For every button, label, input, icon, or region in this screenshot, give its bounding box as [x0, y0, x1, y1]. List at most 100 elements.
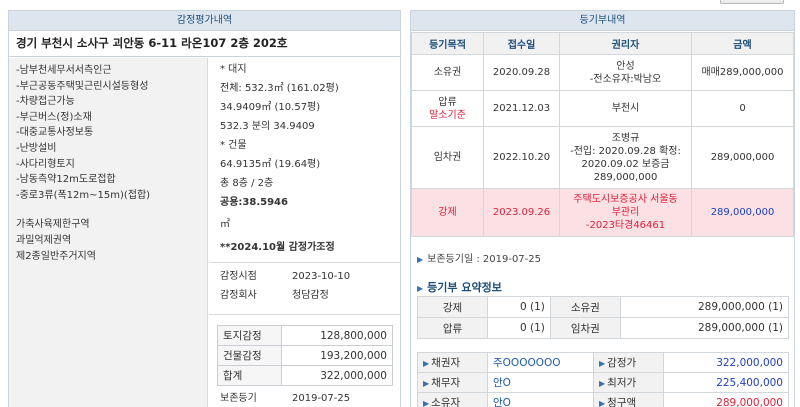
summary-key: 소유권 — [549, 296, 621, 318]
value-label: 건물감정 — [217, 345, 282, 366]
preserve-note: ▶ 보존등기일 : 2019-07-25 — [417, 250, 541, 265]
party-key: ▶ 채권자 — [417, 352, 488, 373]
appraisal-date-label: 감정시점 — [220, 271, 257, 282]
amount-cell: 289,000,000 — [691, 126, 794, 189]
price-key-text: 최저가 — [607, 377, 637, 389]
amount-cell: 0 — [691, 90, 794, 127]
date-cell: 2022.10.20 — [483, 126, 560, 189]
price-key: ▶ 청구액 — [593, 392, 664, 407]
price-key: ▶ 감정가 — [593, 352, 664, 373]
table-row: 강제 0 (1) 소유권 289,000,000 (1) — [417, 296, 790, 318]
cancel-basis-badge: 말소기준 — [429, 109, 466, 121]
adjust-note: **2024.10월 감정가조정 — [220, 242, 335, 253]
triangle-right-icon: ▶ — [599, 399, 606, 407]
zoning-item: 과밀억제권역 — [16, 234, 72, 246]
area-details: * 대지 전체: 532.3㎡ (161.02평) 34.9409㎡ (10.5… — [209, 58, 400, 407]
holder-cell: 안성 -전소유자:박남오 — [559, 54, 692, 91]
feature-item: -대중교통사정보통 — [16, 127, 94, 139]
price-key-text: 청구액 — [607, 397, 637, 407]
company-name: 청담감정 — [292, 290, 329, 301]
zoning-item: 제2종일반주거지역 — [16, 250, 96, 262]
zoning-item: 가축사육제한구역 — [16, 219, 90, 231]
land-ratio: 532.3 분의 34.9409 — [220, 121, 315, 132]
holder-line: 주택도시보증공사 서울동 — [573, 194, 678, 205]
value-amount: 193,200,000 — [281, 345, 393, 366]
property-address: 경기 부천시 소사구 괴안동 6-11 라온107 2층 202호 — [9, 31, 400, 57]
party-key-text: 소유자 — [431, 397, 461, 407]
holder-line: 부관리 — [611, 207, 640, 218]
triangle-right-icon: ▶ — [417, 284, 424, 293]
appraisal-panel: 감정평가내역 경기 부천시 소사구 괴안동 6-11 라온107 2층 202호… — [8, 10, 401, 407]
summary-key: 압류 — [417, 317, 488, 339]
summary-title: ▶ 등기부 요약정보 — [417, 279, 502, 295]
summary-title-text: 등기부 요약정보 — [427, 281, 502, 294]
table-row: ▶ 채무자 안O ▶ 최저가 225,400,000 — [417, 372, 789, 393]
table-row: 소유권 2020.09.28 안성 -전소유자:박남오 매매289,000,000 — [411, 54, 794, 91]
triangle-right-icon: ▶ — [423, 379, 430, 388]
party-name: 안O — [487, 372, 594, 393]
price-key: ▶ 최저가 — [593, 372, 664, 393]
location-features: -남부천세무서서측인근 -부근공동주택및근린시설등형성 -차량접근가능 -부근버… — [9, 58, 208, 407]
feature-item: -사다리형토지 — [16, 158, 75, 170]
purpose-text: 압류 — [438, 96, 457, 108]
registry-header: 등기부내역 — [411, 11, 794, 31]
building-area: 64.9135㎡ (19.64평) — [220, 159, 321, 170]
holder-line: -전소유자:박남오 — [589, 73, 662, 85]
holder-cell: 부천시 — [559, 90, 692, 127]
top-strip — [0, 0, 800, 6]
summary-table: 강제 0 (1) 소유권 289,000,000 (1) 압류 0 (1) 임차… — [417, 296, 790, 339]
land-label: * 대지 — [220, 64, 247, 75]
table-row: ▶ 소유자 안O ▶ 청구액 289,000,000 — [417, 392, 789, 407]
summary-value: 289,000,000 (1) — [619, 296, 790, 318]
col-amount: 금액 — [691, 32, 794, 55]
top-button[interactable] — [720, 0, 784, 4]
feature-item: -남동측약12m도로접합 — [16, 174, 116, 186]
appraisal-date: 2023-10-10 — [292, 271, 351, 282]
company-label: 감정회사 — [220, 290, 257, 301]
registry-panel: 등기부내역 등기목적 접수일 권리자 금액 소유권 2020.09.28 안성 -… — [410, 10, 795, 407]
registry-table: 등기목적 접수일 권리자 금액 소유권 2020.09.28 안성 -전소유자:박… — [411, 32, 794, 237]
summary-value: 0 (1) — [487, 296, 551, 318]
preserve-label: 보존등기 — [220, 393, 257, 404]
holder-line: 289,000,000 — [593, 171, 658, 183]
unit-label: ㎡ — [220, 219, 230, 230]
holder-line: 안성 — [616, 60, 635, 72]
table-row: ▶ 채권자 주OOOOOOO ▶ 감정가 322,000,000 — [417, 352, 789, 373]
table-row: 임차권 2022.10.20 조병규 -전입: 2020.09.28 확정: 202… — [411, 126, 794, 189]
summary-key: 임차권 — [549, 317, 621, 339]
holder-line: -2023타경46461 — [585, 220, 666, 231]
appraisal-values-table: 토지감정 128,800,000 건물감정 193,200,000 합계 322,00… — [217, 325, 393, 386]
date-cell: 2021.12.03 — [483, 90, 560, 127]
triangle-right-icon: ▶ — [417, 255, 424, 264]
holder-line: 조병규 — [611, 132, 640, 144]
table-header-row: 등기목적 접수일 권리자 금액 — [411, 32, 794, 55]
party-key: ▶ 소유자 — [417, 392, 488, 407]
price-key-text: 감정가 — [607, 357, 637, 369]
feature-item: -중로3류(폭12m~15m)(접합) — [16, 189, 151, 201]
triangle-right-icon: ▶ — [423, 399, 430, 407]
feature-item: -차량접근가능 — [16, 96, 75, 108]
purpose-cell: 임차권 — [411, 126, 484, 189]
summary-key: 강제 — [417, 296, 488, 318]
triangle-right-icon: ▶ — [599, 379, 606, 388]
purpose-cell: 강제 — [411, 188, 484, 237]
date-cell: 2023.09.26 — [483, 188, 560, 237]
feature-item: -남부천세무서서측인근 — [16, 65, 112, 76]
amount-cell: 매매289,000,000 — [691, 54, 794, 91]
purpose-cell: 소유권 — [411, 54, 484, 91]
party-name: 주OOOOOOO — [487, 352, 594, 373]
preserve-note-text: 보존등기일 : 2019-07-25 — [427, 254, 541, 265]
holder-line: -전입: 2020.09.28 확정: — [570, 145, 681, 157]
party-key: ▶ 채무자 — [417, 372, 488, 393]
table-row: 압류 0 (1) 임차권 289,000,000 (1) — [417, 317, 790, 339]
floors: 총 8층 / 2층 — [220, 178, 274, 189]
party-key-text: 채권자 — [431, 357, 461, 369]
holder-line: 2020.09.02 보증금 — [581, 158, 670, 170]
common-area: 공용:38.5946 — [220, 197, 288, 208]
preserve-date: 2019-07-25 — [292, 393, 351, 404]
col-purpose: 등기목적 — [411, 32, 484, 55]
summary-value: 0 (1) — [487, 317, 551, 339]
holder-cell: 조병규 -전입: 2020.09.28 확정: 2020.09.02 보증금 289,… — [559, 126, 692, 189]
